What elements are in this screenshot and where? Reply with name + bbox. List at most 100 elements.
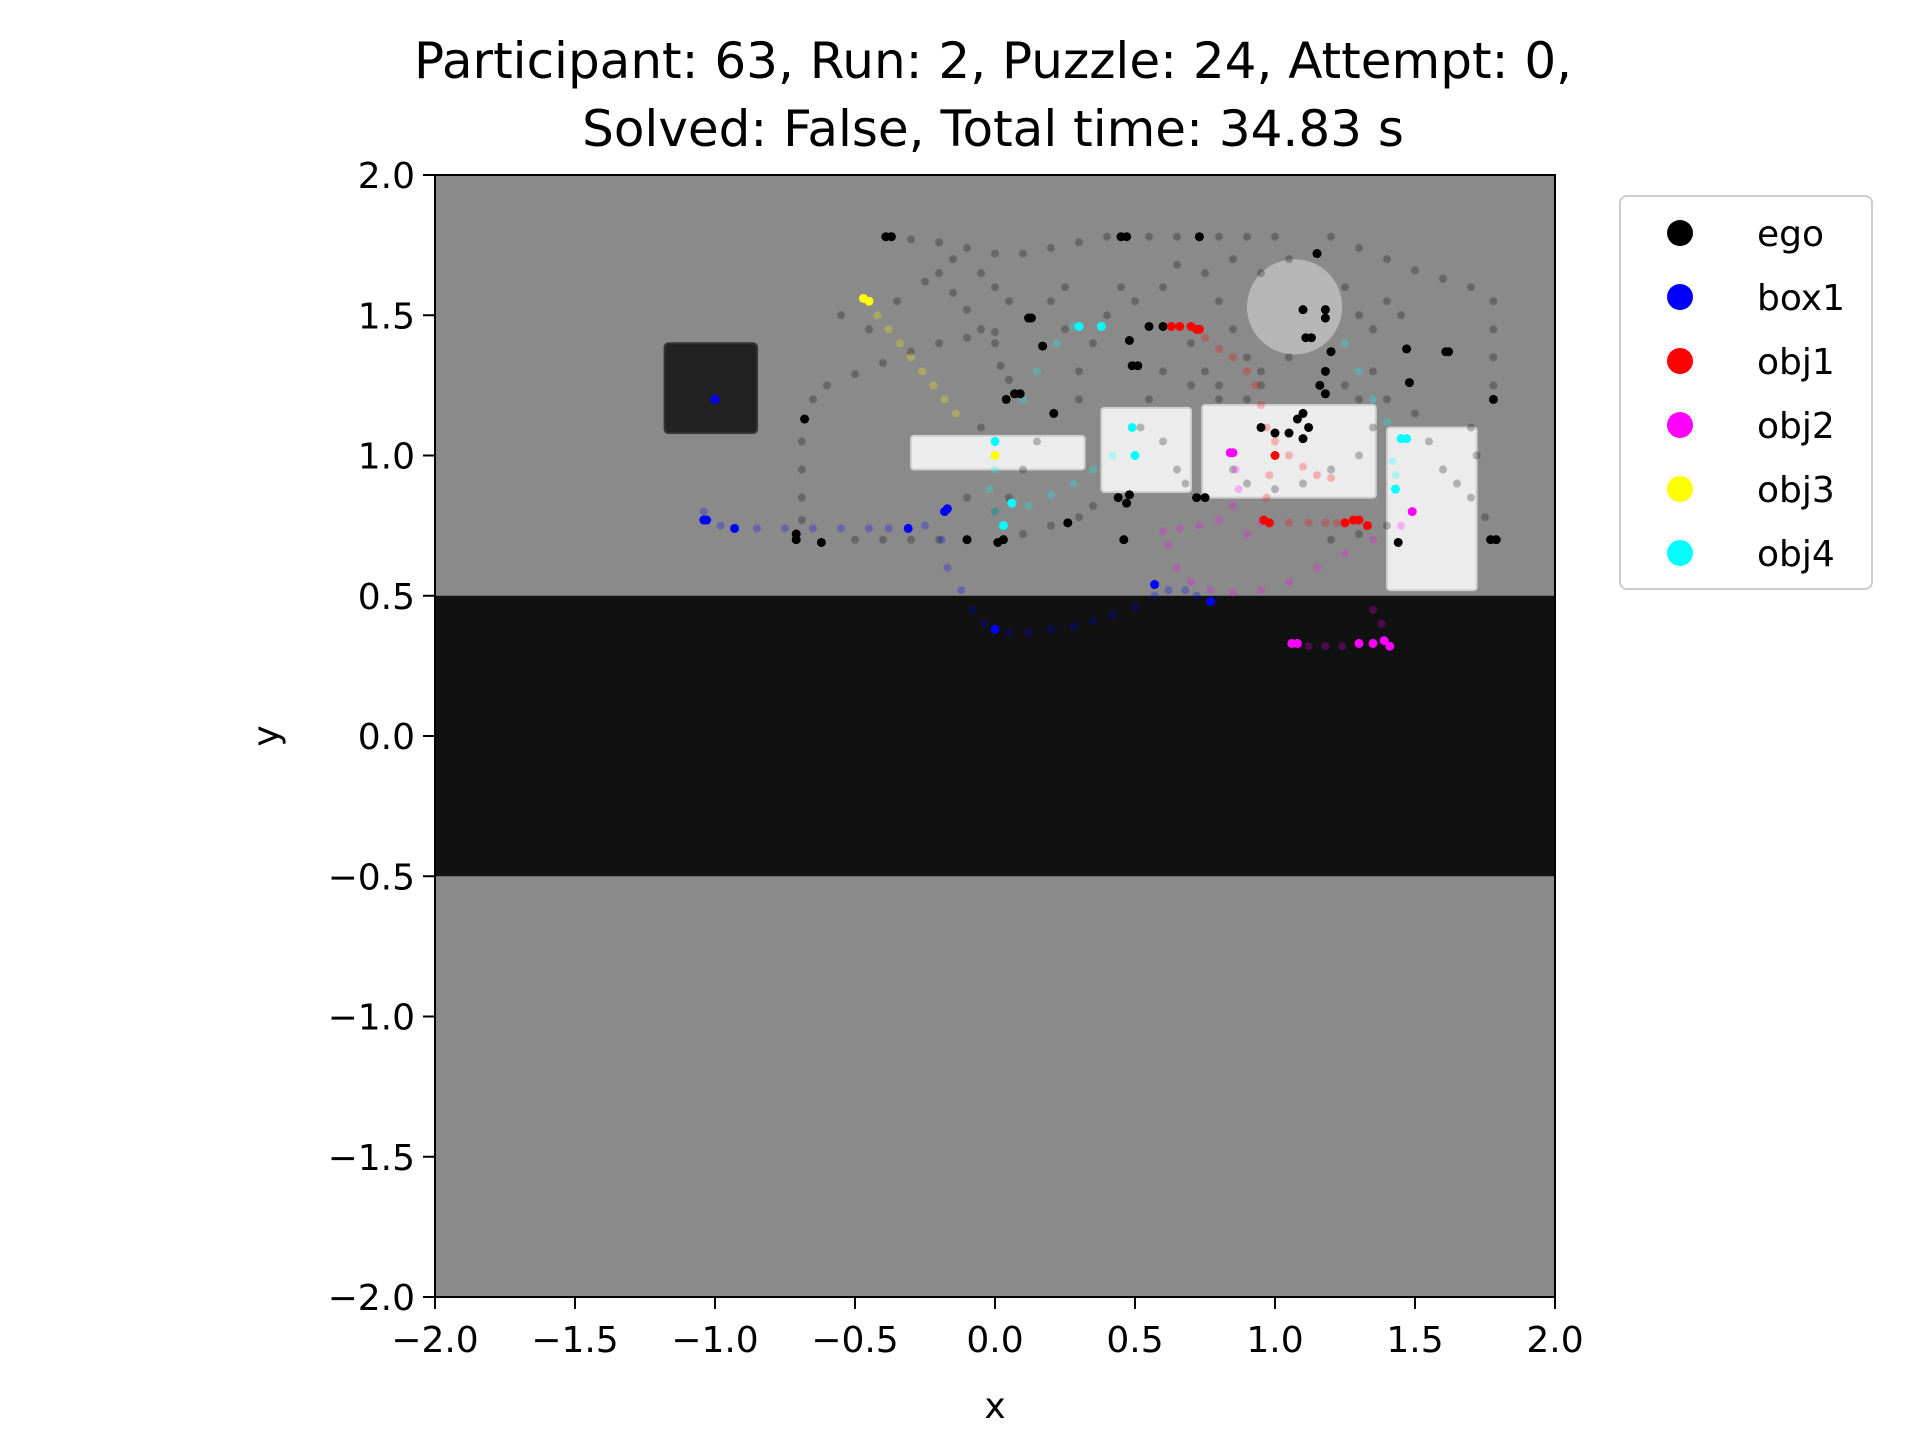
- point-ego: [1133, 361, 1143, 371]
- trace-point-obj2: [1159, 527, 1167, 536]
- point-obj3: [990, 451, 1000, 460]
- x-tick-label: 1.0: [1246, 1320, 1303, 1361]
- x-tick-label: −1.0: [671, 1320, 758, 1361]
- point-obj4: [1402, 434, 1412, 444]
- point-ego: [1124, 335, 1134, 345]
- x-axis-ticks: −2.0 −1.5 −1.0 −0.5 0.0 0.5 1.0 1.5 2.0: [391, 1297, 1584, 1361]
- trace-point-ego: [1271, 485, 1279, 494]
- point-obj4: [1007, 498, 1017, 508]
- trace-point-ego: [1136, 423, 1145, 432]
- trace-point-obj2: [1341, 549, 1349, 558]
- trace-point-obj2: [1304, 642, 1313, 651]
- trace-point-ego: [1229, 465, 1237, 474]
- trace-point-obj2: [1257, 586, 1265, 595]
- point-ego: [998, 535, 1008, 545]
- point-ego: [1402, 344, 1412, 354]
- point-ego: [1144, 321, 1154, 331]
- trace-point-ego: [1187, 339, 1195, 348]
- trace-point-ego: [1181, 479, 1190, 488]
- trace-point-ego: [1467, 493, 1475, 502]
- point-obj4: [990, 436, 1000, 446]
- trace-point-ego: [907, 535, 915, 544]
- trace-point-ego: [1117, 283, 1125, 292]
- y-tick-label: −1.0: [328, 998, 415, 1039]
- trace-point-ego: [1355, 395, 1363, 404]
- y-tick-label: −2.0: [328, 1278, 415, 1319]
- legend-marker-box1: [1667, 284, 1693, 310]
- point-obj1: [1340, 518, 1350, 528]
- trace-point-obj3: [907, 353, 915, 362]
- trace-point-ego: [921, 277, 929, 286]
- trace-point-obj2: [1229, 501, 1237, 510]
- trace-point-box1: [1192, 591, 1201, 600]
- trace-point-ego: [1243, 353, 1251, 362]
- trace-point-ego: [991, 283, 999, 292]
- trace-point-obj4: [1369, 395, 1377, 404]
- trace-point-ego: [1285, 353, 1293, 362]
- point-ego: [1444, 347, 1454, 357]
- point-ego: [1292, 414, 1302, 424]
- point-ego: [1192, 493, 1202, 503]
- y-axis-ticks: −2.0 −1.5 −1.0 −0.5 0.0 0.5 1.0 1.5 2.0: [328, 156, 435, 1319]
- trace-point-obj3: [918, 367, 927, 376]
- trace-point-ego: [977, 325, 985, 334]
- trace-point-obj2: [1234, 485, 1243, 494]
- trace-point-ego: [1201, 269, 1209, 278]
- trace-point-ego: [1173, 465, 1181, 474]
- point-obj2: [1354, 638, 1364, 648]
- trace-point-ego: [1173, 260, 1181, 269]
- trace-point-obj1: [1304, 518, 1313, 527]
- point-obj4: [1074, 321, 1084, 331]
- trace-point-obj3: [929, 381, 938, 390]
- point-ego: [1306, 333, 1316, 343]
- x-tick-label: −2.0: [391, 1320, 478, 1361]
- legend-label-obj4: obj4: [1757, 534, 1835, 575]
- point-ego: [1312, 249, 1322, 259]
- trace-point-box1: [753, 524, 761, 533]
- trace-point-obj1: [1229, 353, 1237, 362]
- point-obj4: [998, 521, 1008, 531]
- trace-point-ego: [1103, 311, 1111, 320]
- trace-point-ego: [935, 535, 943, 544]
- trace-point-obj2: [1175, 524, 1184, 533]
- point-ego: [1404, 378, 1414, 388]
- trajectory-traces: [699, 232, 1498, 651]
- point-ego: [1320, 389, 1330, 399]
- sphere: [1247, 259, 1343, 355]
- trace-point-box1: [884, 524, 893, 533]
- trace-point-ego: [1439, 274, 1447, 283]
- trace-point-ego: [1383, 395, 1391, 404]
- point-ego: [1320, 305, 1330, 315]
- trace-point-ego: [996, 361, 1005, 370]
- trace-point-ego: [1383, 255, 1391, 264]
- trace-point-ego: [1411, 266, 1419, 275]
- trace-point-obj4: [1024, 501, 1033, 510]
- trace-point-obj4: [1108, 451, 1117, 460]
- point-ego: [791, 529, 801, 539]
- x-tick-label: −0.5: [811, 1320, 898, 1361]
- trace-point-ego: [1467, 423, 1475, 432]
- trace-point-ego: [1489, 353, 1498, 362]
- legend-label-box1: box1: [1757, 278, 1845, 319]
- point-ego: [1488, 394, 1498, 404]
- point-obj2: [1368, 638, 1378, 648]
- point-obj2: [1228, 448, 1238, 458]
- trace-point-ego: [1159, 437, 1167, 446]
- trace-point-obj2: [1229, 588, 1237, 597]
- trace-point-obj1: [1257, 401, 1265, 410]
- trace-point-obj4: [991, 465, 999, 474]
- trace-point-ego: [935, 238, 943, 247]
- trace-point-ego: [1047, 243, 1055, 252]
- trace-point-ego: [1243, 479, 1251, 488]
- trace-point-obj2: [1206, 586, 1215, 595]
- trace-point-ego: [1341, 381, 1349, 390]
- trace-point-obj1: [1251, 381, 1260, 390]
- trace-point-ego: [1489, 381, 1498, 390]
- point-ego: [1200, 493, 1210, 503]
- trace-point-ego: [1019, 530, 1027, 539]
- pit-area: [435, 595, 1555, 877]
- point-ego: [1326, 347, 1336, 357]
- x-tick-label: 0.0: [966, 1320, 1023, 1361]
- legend-marker-obj2: [1667, 412, 1693, 438]
